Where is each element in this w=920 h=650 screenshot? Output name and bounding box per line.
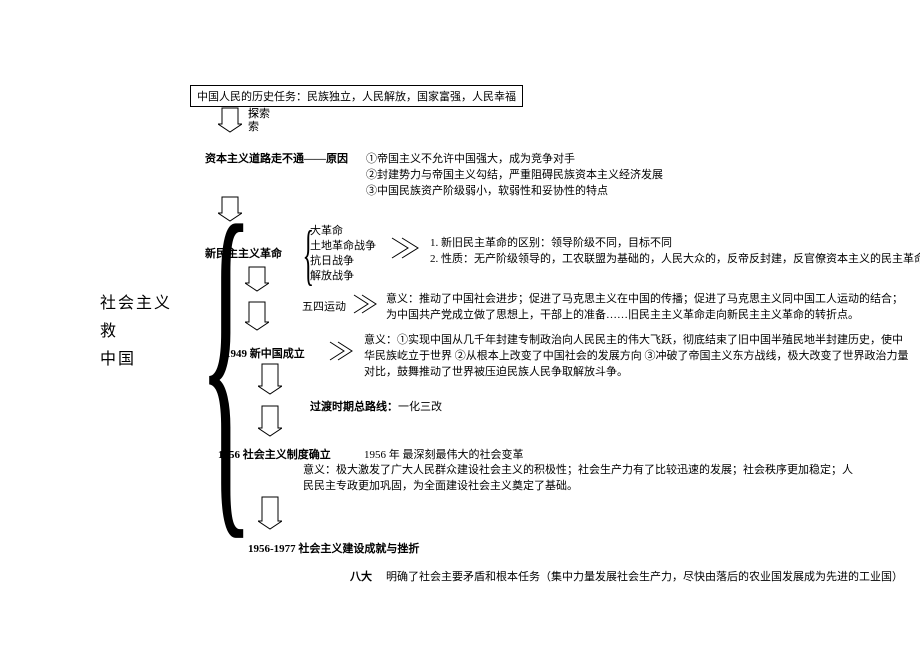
capitalism-label: 资本主义道路走不通——原因	[205, 150, 348, 166]
ndr-diff2: 2. 性质：无产阶级领导的，工农联盟为基础的，人民大众的，反帝反封建，反官僚资本…	[430, 250, 920, 266]
war1: 大革命	[310, 222, 343, 238]
arrow-2	[218, 195, 242, 223]
arrow-7	[258, 495, 282, 531]
eighth-text: 明确了社会主要矛盾和根本任务（集中力量发展社会生产力，尽快由落后的农业国发展成为…	[386, 568, 903, 584]
angle-arrow-2	[352, 293, 380, 318]
arrow-3	[245, 265, 269, 293]
s1956-label: 1956 社会主义制度确立	[218, 446, 331, 462]
s1956-meaning: 意义：极大激发了广大人民群众建设社会主义的积极性；社会生产力有了比较迅速的发展；…	[303, 462, 863, 494]
header-box: 中国人民的历史任务：民族独立，人民解放，国家富强，人民幸福	[190, 85, 523, 107]
eighth-label: 八大	[350, 568, 372, 584]
war4: 解放战争	[310, 267, 354, 283]
header-text: 中国人民的历史任务：民族独立，人民解放，国家富强，人民幸福	[197, 91, 516, 103]
arrow-1	[218, 106, 242, 134]
title-line2: 救	[100, 318, 172, 346]
mayfourth-label: 五四运动	[302, 298, 346, 314]
angle-arrow-3	[328, 340, 356, 365]
title-line1: 社会主义	[100, 290, 172, 318]
cap-r1: ①帝国主义不允许中国强大，成为竞争对手	[366, 150, 575, 166]
prc-label: 1949 新中国成立	[225, 345, 305, 361]
ndr-label: 新民主主义革命	[205, 245, 282, 261]
arrow-6	[258, 404, 282, 438]
angle-arrow-1	[390, 236, 422, 263]
war2: 土地革命战争	[310, 237, 376, 253]
war3: 抗日战争	[310, 252, 354, 268]
arrow-5	[258, 362, 282, 396]
transition-label: 过渡时期总路线：一化三改	[310, 398, 442, 414]
prc-meaning: 意义：①实现中国从几千年封建专制政治向人民民主的伟大飞跃，彻底结束了旧中国半殖民…	[364, 332, 909, 380]
s1956-year: 1956 年 最深刻最伟大的社会变革	[364, 446, 524, 462]
cap-r3: ③中国民族资产阶级弱小，软弱性和妥协性的特点	[366, 182, 608, 198]
period-label: 1956-1977 社会主义建设成就与挫折	[248, 540, 419, 556]
mayfourth-meaning: 意义：推动了中国社会进步；促进了马克思主义在中国的传播；促进了马克思主义同中国工…	[386, 291, 906, 323]
cap-r2: ②封建势力与帝国主义勾结，严重阻碍民族资本主义经济发展	[366, 166, 663, 182]
title-line3: 中国	[100, 346, 172, 374]
main-title: 社会主义 救 中国	[100, 290, 172, 374]
arrow-4	[245, 300, 269, 332]
ndr-diff1: 1. 新旧民主革命的区别：领导阶级不同，目标不同	[430, 234, 672, 250]
explore-vertical: 探索	[248, 108, 259, 134]
transition-content: 一化三改	[398, 401, 442, 413]
